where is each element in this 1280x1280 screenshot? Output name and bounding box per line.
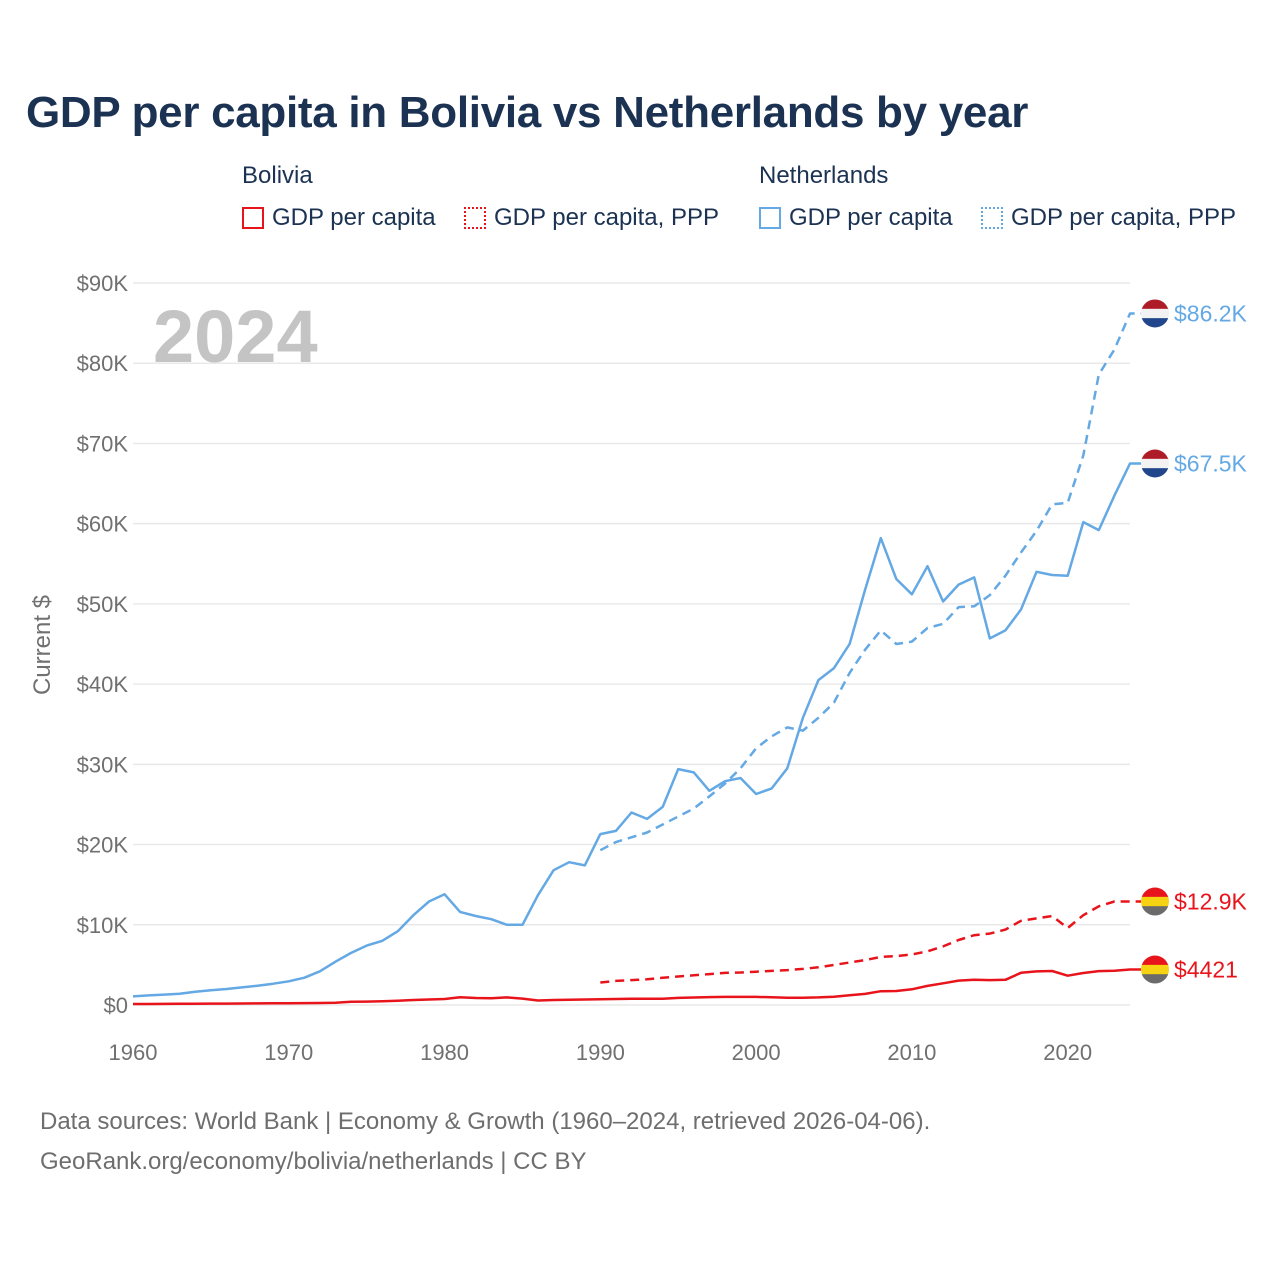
x-tick-label: 1980 [420, 1040, 469, 1065]
legend-group-netherlands: Netherlands [759, 162, 889, 189]
series-line-netherlands-gdp-per-capita-ppp [599, 312, 1141, 852]
y-tick-label: $20K [77, 833, 129, 858]
x-tick-labels: 1960 1970 1980 1990 2000 2010 2020 [109, 1040, 1093, 1065]
legend-label: GDP per capita [272, 204, 436, 231]
legend-group-bolivia: Bolivia [242, 162, 313, 189]
end-markers: $67.5K $86.2K $4421 $12.9K [1141, 299, 1248, 984]
legend-item-bolivia-gdp-ppp[interactable]: GDP per capita, PPP [464, 204, 719, 232]
y-axis-label: Current $ [29, 595, 56, 695]
series-line-bolivia-gdp-per-capita [133, 968, 1141, 1006]
x-tick-label: 1960 [109, 1040, 158, 1065]
series-line-bolivia-gdp-per-capita-ppp [600, 900, 1141, 984]
end-value-label: $12.9K [1174, 889, 1248, 915]
legend-swatch-solid [242, 207, 264, 229]
legend-label: GDP per capita, PPP [494, 204, 719, 231]
grid-layer [133, 282, 1130, 1006]
y-tick-label: $60K [77, 512, 129, 537]
y-tick-label: $40K [77, 672, 129, 697]
legend-item-bolivia-gdp[interactable]: GDP per capita [242, 204, 436, 232]
x-tick-label: 2000 [732, 1040, 781, 1065]
year-watermark: 2024 [153, 295, 318, 378]
x-tick-label: 1970 [264, 1040, 313, 1065]
y-tick-label: $10K [77, 913, 129, 938]
bolivia-flag-icon [1141, 955, 1169, 984]
y-tick-label: $90K [77, 271, 129, 296]
bolivia-flag-icon [1141, 887, 1169, 916]
end-value-label: $67.5K [1174, 451, 1248, 477]
y-tick-labels: $0 $10K $20K $30K $40K $50K $60K $70K $80K $90K [77, 271, 129, 1018]
legend-item-netherlands-gdp-ppp[interactable]: GDP per capita, PPP [981, 204, 1236, 232]
y-tick-label: $80K [77, 351, 129, 376]
x-tick-label: 1990 [576, 1040, 625, 1065]
footer-sources: Data sources: World Bank | Economy & Gro… [40, 1108, 931, 1135]
x-tick-label: 2010 [887, 1040, 936, 1065]
series-line-netherlands-gdp-per-capita [132, 462, 1141, 998]
end-value-label: $4421 [1174, 957, 1238, 983]
x-tick-label: 2020 [1043, 1040, 1092, 1065]
legend-item-netherlands-gdp[interactable]: GDP per capita [759, 204, 953, 232]
y-tick-label: $30K [77, 752, 129, 777]
y-tick-label: $0 [104, 993, 128, 1018]
legend-label: GDP per capita, PPP [1011, 204, 1236, 231]
end-value-label: $86.2K [1174, 300, 1248, 326]
y-tick-label: $70K [77, 431, 129, 456]
legend-swatch-solid [759, 207, 781, 229]
legend-label: GDP per capita [789, 204, 953, 231]
chart-title: GDP per capita in Bolivia vs Netherlands… [26, 88, 1029, 137]
series-layer [132, 312, 1141, 1006]
legend-swatch-dotted [981, 207, 1003, 229]
netherlands-flag-icon [1141, 449, 1169, 478]
footer-attribution: GeoRank.org/economy/bolivia/netherlands … [40, 1148, 587, 1175]
legend-swatch-dotted [464, 207, 486, 229]
netherlands-flag-icon [1141, 299, 1169, 328]
y-tick-label: $50K [77, 592, 129, 617]
